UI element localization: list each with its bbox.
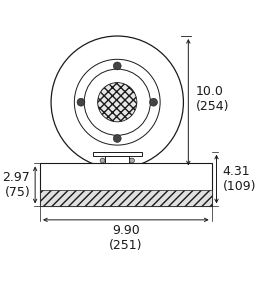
Text: 4.31
(109): 4.31 (109) (223, 165, 256, 193)
Circle shape (113, 135, 121, 142)
Bar (40, 164, 212, 206)
Circle shape (98, 82, 137, 122)
Circle shape (100, 158, 105, 163)
Bar (40, 190, 212, 206)
Text: 9.90
(251): 9.90 (251) (109, 224, 143, 252)
Text: 2.97
(75): 2.97 (75) (2, 171, 30, 199)
Bar (93, 152, 142, 156)
Circle shape (130, 158, 134, 163)
Circle shape (113, 62, 121, 70)
Circle shape (77, 98, 85, 106)
Circle shape (150, 98, 157, 106)
Bar (105, 156, 130, 164)
Text: 10.0
(254): 10.0 (254) (196, 85, 229, 112)
